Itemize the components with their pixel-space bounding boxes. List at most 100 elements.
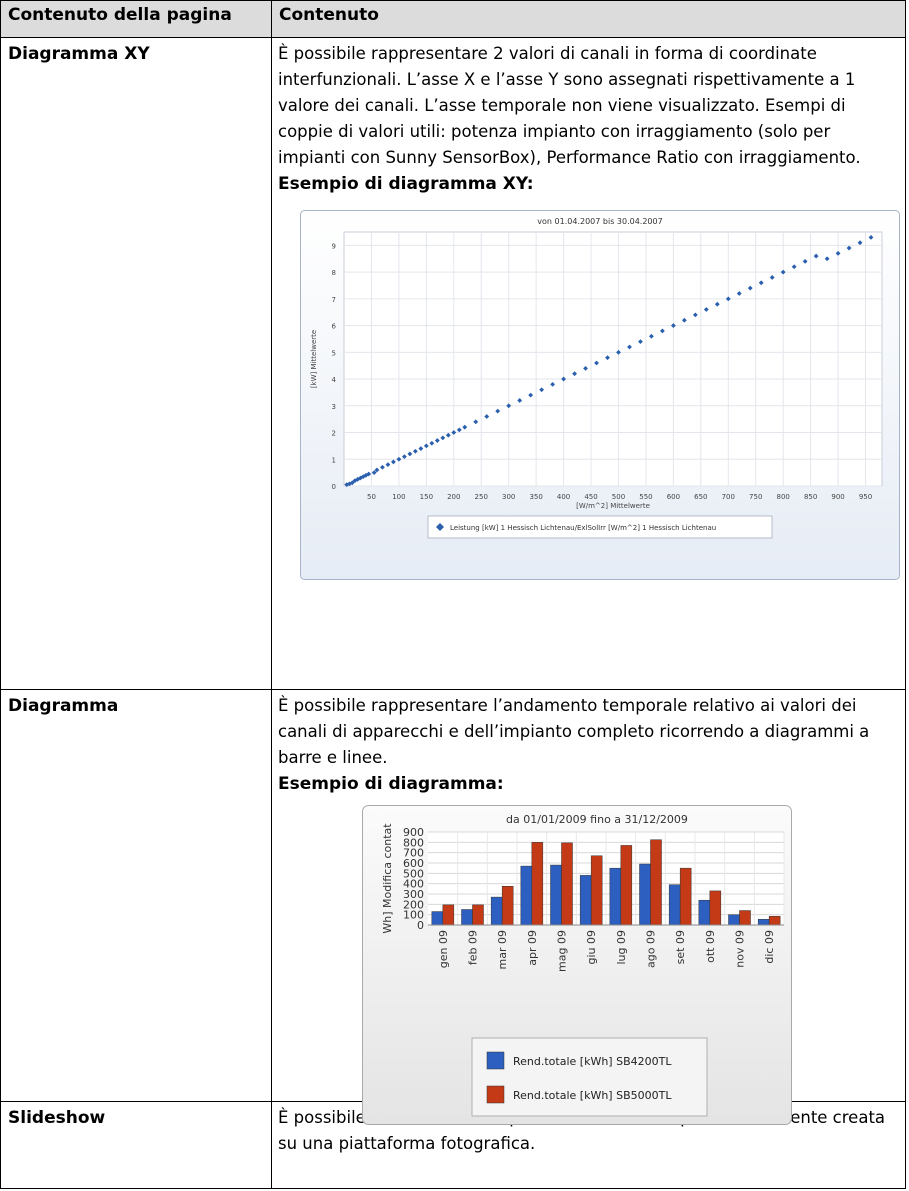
data-point — [660, 328, 665, 334]
bar — [709, 890, 722, 926]
x-tick-label: 200 — [447, 493, 460, 501]
x-tick-label: 450 — [584, 493, 597, 501]
legend-label: Leistung [kW] 1 Hessisch Lichtenau/ExlSo… — [450, 524, 716, 532]
y-tick-label: 4 — [332, 376, 337, 384]
table-row: Diagramma XY È possibile rappresentare 2… — [0, 37, 906, 690]
data-point — [358, 475, 363, 481]
data-point — [583, 365, 588, 371]
data-point — [670, 323, 676, 328]
bar — [461, 909, 473, 926]
data-point — [355, 476, 361, 482]
legend-label: Rend.totale [kWh] SB5000TL — [513, 1089, 672, 1102]
data-point — [758, 280, 764, 286]
bar — [579, 875, 592, 926]
y-tick-label: 100 — [403, 909, 424, 922]
data-point — [429, 440, 435, 446]
x-tick-label: ago 09 — [645, 930, 658, 968]
plot-area — [343, 231, 883, 487]
x-tick-label: mag 09 — [556, 930, 569, 972]
bar — [609, 867, 622, 926]
bar — [757, 919, 770, 926]
bar — [472, 904, 484, 926]
bar — [590, 855, 603, 926]
bar — [698, 899, 711, 926]
data-point — [780, 269, 786, 275]
data-point — [736, 291, 742, 296]
table-header-row: Contenuto della pagina Contenuto — [0, 0, 906, 38]
data-point — [434, 438, 440, 443]
bar — [739, 910, 751, 926]
row-name-xy: Diagramma XY — [0, 37, 272, 690]
data-point — [692, 312, 698, 318]
x-tick-label: 850 — [804, 493, 817, 501]
row-desc-xy: È possibile rappresentare 2 valori di ca… — [271, 37, 906, 690]
bar — [768, 915, 781, 926]
data-point — [401, 454, 407, 459]
y-tick-label: 300 — [403, 888, 424, 901]
x-tick-label: 650 — [694, 493, 707, 501]
x-tick-label: ott 09 — [704, 930, 717, 963]
bar — [620, 845, 633, 926]
x-tick-label: 600 — [667, 493, 680, 501]
data-point — [747, 285, 753, 291]
data-point — [517, 398, 523, 403]
chart-title: von 01.04.2007 bis 30.04.2007 — [537, 217, 662, 226]
bar — [490, 896, 503, 926]
bar — [501, 886, 514, 926]
bar — [728, 914, 740, 926]
x-tick-label: 50 — [367, 493, 376, 501]
y-tick-label: 3 — [332, 403, 336, 411]
data-point — [594, 360, 599, 366]
legend-label: Rend.totale [kWh] SB4200TL — [513, 1055, 672, 1068]
data-point — [616, 349, 621, 355]
x-tick-label: gen 09 — [437, 930, 450, 968]
y-tick-label: 8 — [332, 269, 336, 277]
y-tick-label: 1 — [332, 456, 336, 464]
x-tick-label: 800 — [776, 493, 789, 501]
data-point — [638, 339, 643, 345]
data-point — [550, 382, 556, 387]
row-name-diagramma: Diagramma — [0, 689, 272, 1102]
data-point — [418, 446, 424, 451]
data-point — [396, 456, 402, 462]
x-tick-label: 500 — [612, 493, 625, 501]
data-point — [649, 333, 654, 339]
data-point — [572, 371, 577, 377]
bar — [679, 867, 692, 926]
data-point — [561, 376, 566, 382]
description-text: È possibile rappresentare l’andamento te… — [278, 696, 870, 767]
y-tick-label: 900 — [403, 826, 424, 839]
y-tick-label: 7 — [332, 296, 336, 304]
bar — [561, 842, 573, 926]
data-point — [451, 430, 457, 435]
data-point — [714, 301, 720, 307]
data-point — [391, 459, 396, 465]
data-point — [445, 432, 451, 438]
legend-swatch — [486, 1051, 505, 1070]
bar — [639, 863, 651, 926]
y-axis-label: Wh] Modifica contat — [381, 823, 394, 934]
data-point — [385, 462, 391, 468]
data-point — [423, 443, 429, 449]
example-title: Esempio di diagramma: — [278, 774, 504, 794]
data-point — [681, 317, 687, 323]
x-axis-label: [W/m^2] Mittelwerte — [576, 502, 650, 510]
bar — [442, 904, 455, 926]
x-tick-label: 100 — [392, 493, 405, 501]
bar — [531, 842, 544, 926]
y-tick-label: 800 — [403, 836, 424, 849]
data-point — [371, 470, 377, 476]
x-tick-label: 300 — [502, 493, 515, 501]
y-tick-label: 600 — [403, 857, 424, 870]
x-tick-label: feb 09 — [467, 930, 480, 965]
bar-chart: da 01/01/2009 fino a 31/12/2009 010020030… — [362, 805, 792, 1125]
data-point — [456, 427, 462, 433]
bar — [650, 839, 662, 926]
data-point — [627, 344, 632, 350]
x-tick-label: apr 09 — [526, 930, 539, 966]
x-tick-label: 950 — [859, 493, 872, 501]
legend-swatch — [486, 1085, 505, 1104]
y-tick-label: 9 — [332, 242, 336, 250]
row-desc-diagramma: È possibile rappresentare l’andamento te… — [271, 689, 906, 1125]
